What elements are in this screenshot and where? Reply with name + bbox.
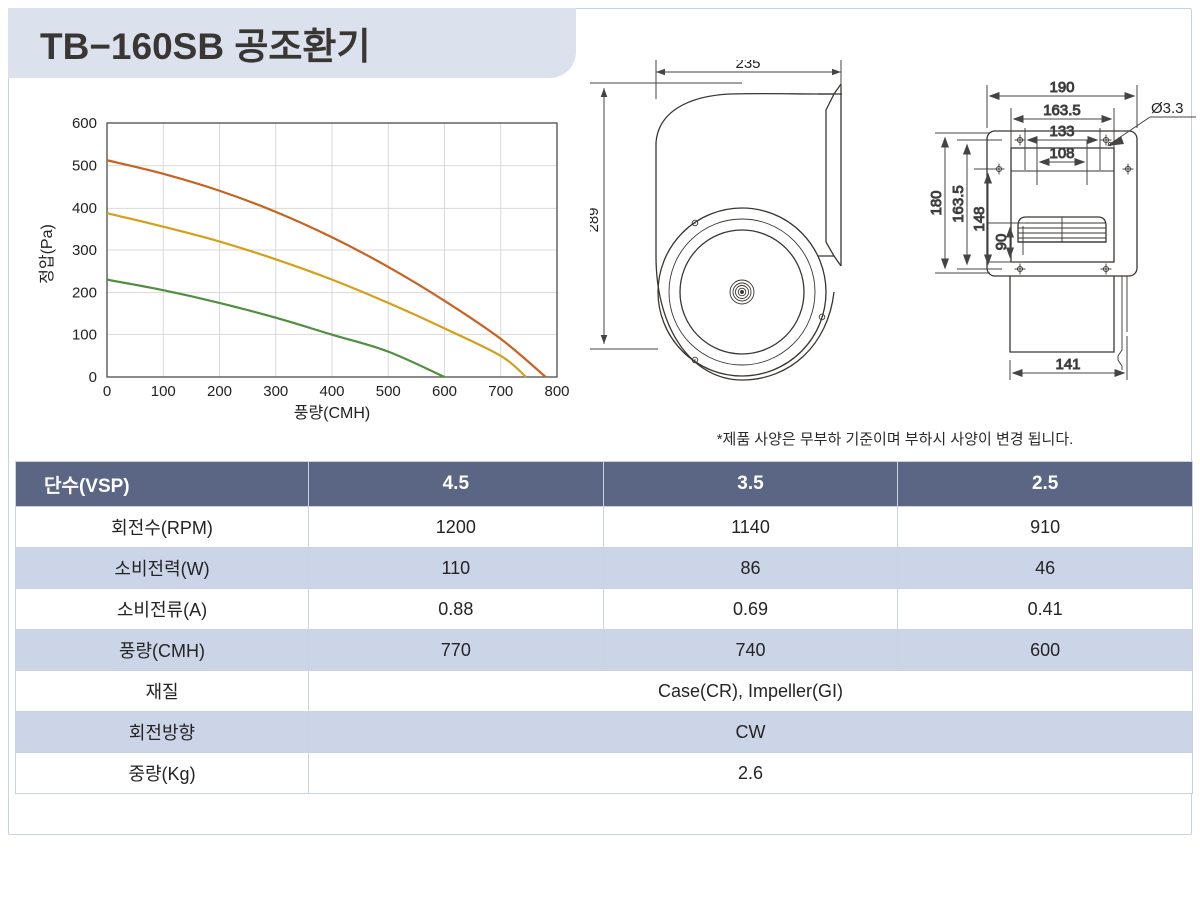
svg-text:163.5: 163.5	[1043, 102, 1081, 119]
svg-text:700: 700	[488, 383, 513, 400]
svg-text:300: 300	[263, 383, 288, 400]
svg-text:100: 100	[151, 383, 176, 400]
svg-text:800: 800	[544, 383, 569, 400]
svg-text:400: 400	[72, 200, 97, 217]
svg-text:163.5: 163.5	[950, 185, 967, 223]
svg-text:500: 500	[72, 158, 97, 175]
svg-text:90: 90	[993, 234, 1010, 251]
svg-text:600: 600	[72, 115, 97, 132]
svg-text:0: 0	[103, 383, 111, 400]
svg-text:400: 400	[319, 383, 344, 400]
svg-text:141: 141	[1055, 356, 1080, 373]
svg-text:235: 235	[735, 60, 760, 72]
svg-text:500: 500	[376, 383, 401, 400]
svg-text:풍량(CMH): 풍량(CMH)	[294, 404, 371, 422]
svg-text:0: 0	[89, 369, 97, 386]
svg-text:정압(Pa): 정압(Pa)	[38, 224, 56, 284]
svg-text:300: 300	[72, 242, 97, 259]
svg-text:148: 148	[971, 206, 988, 231]
svg-text:289: 289	[590, 207, 602, 232]
svg-text:200: 200	[207, 383, 232, 400]
svg-text:108: 108	[1049, 145, 1074, 162]
svg-text:600: 600	[432, 383, 457, 400]
svg-text:180: 180	[928, 190, 945, 215]
svg-text:190: 190	[1049, 79, 1074, 96]
svg-text:Ø3.3: Ø3.3	[1151, 100, 1184, 117]
svg-text:200: 200	[72, 285, 97, 302]
svg-text:100: 100	[72, 327, 97, 344]
svg-text:133: 133	[1049, 123, 1074, 140]
